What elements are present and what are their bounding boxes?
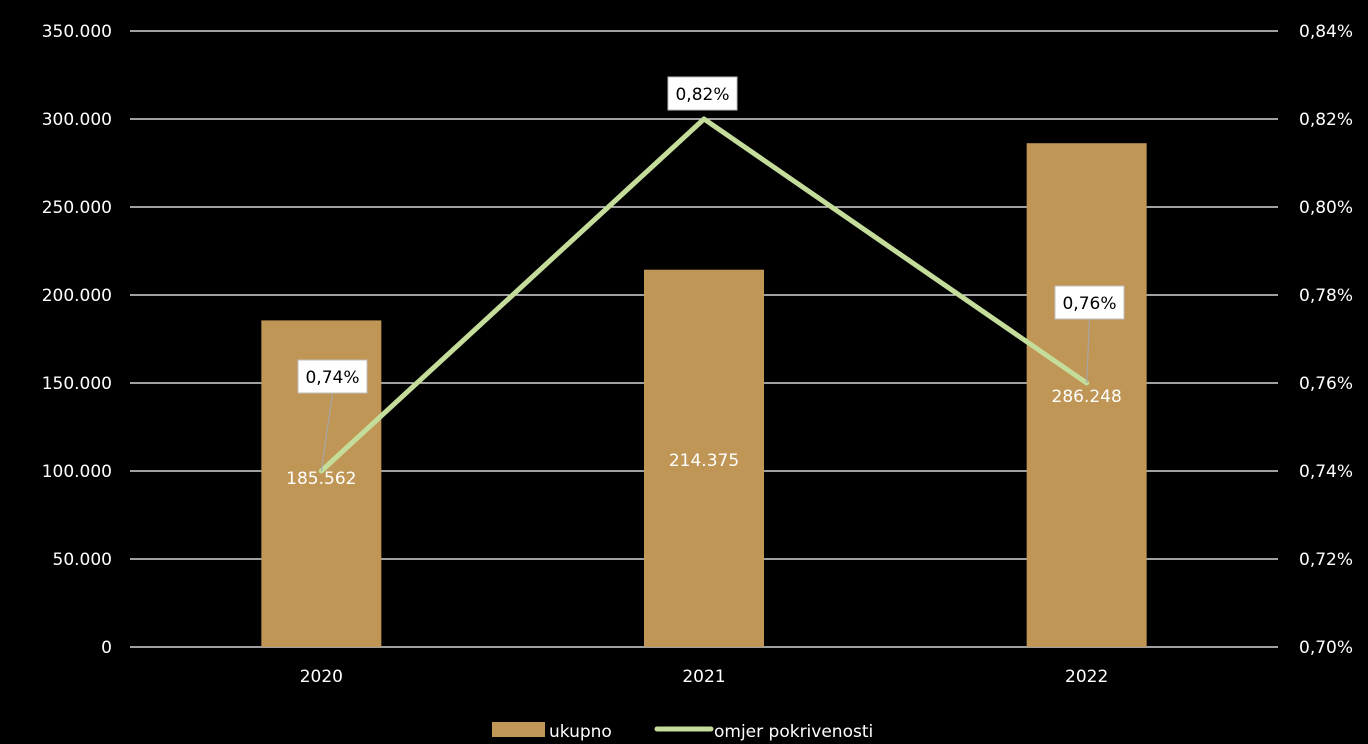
line-data-label-leader bbox=[1086, 318, 1091, 384]
line-data-label-leader bbox=[320, 392, 334, 472]
bar-data-label: 286.248 bbox=[1052, 387, 1122, 407]
left-axis-tick-label: 150.000 bbox=[42, 374, 112, 394]
right-axis-tick-label: 0,76% bbox=[1299, 374, 1353, 394]
bar-series: 185.562 214.375 286.248 bbox=[261, 143, 1147, 647]
legend: ukupno omjer pokrivenosti bbox=[492, 722, 873, 742]
left-axis-tick-label: 250.000 bbox=[42, 198, 112, 218]
right-axis-tick-label: 0,78% bbox=[1299, 286, 1353, 306]
right-axis-tick-label: 0,80% bbox=[1299, 198, 1353, 218]
bar-data-label: 185.562 bbox=[286, 469, 356, 489]
bar bbox=[1026, 143, 1147, 647]
line-path bbox=[318, 116, 1090, 474]
left-axis-tick-label: 50.000 bbox=[53, 550, 112, 570]
left-axis-tick-label: 350.000 bbox=[42, 22, 112, 42]
right-axis-tick-label: 0,84% bbox=[1299, 22, 1353, 42]
legend-label-omjer-pokrivenosti: omjer pokrivenosti bbox=[714, 722, 873, 742]
line-data-label-box bbox=[667, 76, 738, 111]
x-axis-ticks: 2020 2021 2022 bbox=[300, 667, 1109, 687]
line-data-label-box bbox=[1054, 285, 1125, 320]
bar-data-label: 214.375 bbox=[669, 451, 739, 471]
right-axis-tick-label: 0,72% bbox=[1299, 550, 1353, 570]
x-axis-tick-label: 2021 bbox=[682, 667, 725, 687]
line-data-label: 0,74% bbox=[305, 368, 359, 388]
legend-label-ukupno: ukupno bbox=[549, 722, 612, 742]
left-axis-tick-label: 200.000 bbox=[42, 286, 112, 306]
right-axis-ticks: 0,70% 0,72% 0,74% 0,76% 0,78% 0,80% 0,82% 0,84% bbox=[1299, 22, 1353, 658]
right-axis-tick-label: 0,74% bbox=[1299, 462, 1353, 482]
left-axis-tick-label: 300.000 bbox=[42, 110, 112, 130]
left-axis-tick-label: 100.000 bbox=[42, 462, 112, 482]
bar bbox=[644, 269, 764, 647]
x-axis-tick-label: 2022 bbox=[1065, 667, 1108, 687]
line-data-label: 0,76% bbox=[1062, 294, 1116, 314]
right-axis-tick-label: 0,70% bbox=[1299, 638, 1353, 658]
line-series: 0,74% 0,82% 0,76% bbox=[297, 76, 1125, 474]
right-axis-tick-label: 0,82% bbox=[1299, 110, 1353, 130]
x-axis-tick-label: 2020 bbox=[300, 667, 343, 687]
left-axis-ticks: 0 50.000 100.000 150.000 200.000 250.000 300.0… bbox=[42, 22, 112, 658]
line-data-label: 0,82% bbox=[675, 85, 729, 105]
line-data-label-box bbox=[297, 359, 368, 394]
left-axis-tick-label: 0 bbox=[101, 638, 112, 658]
legend-swatch-ukupno bbox=[492, 722, 545, 737]
